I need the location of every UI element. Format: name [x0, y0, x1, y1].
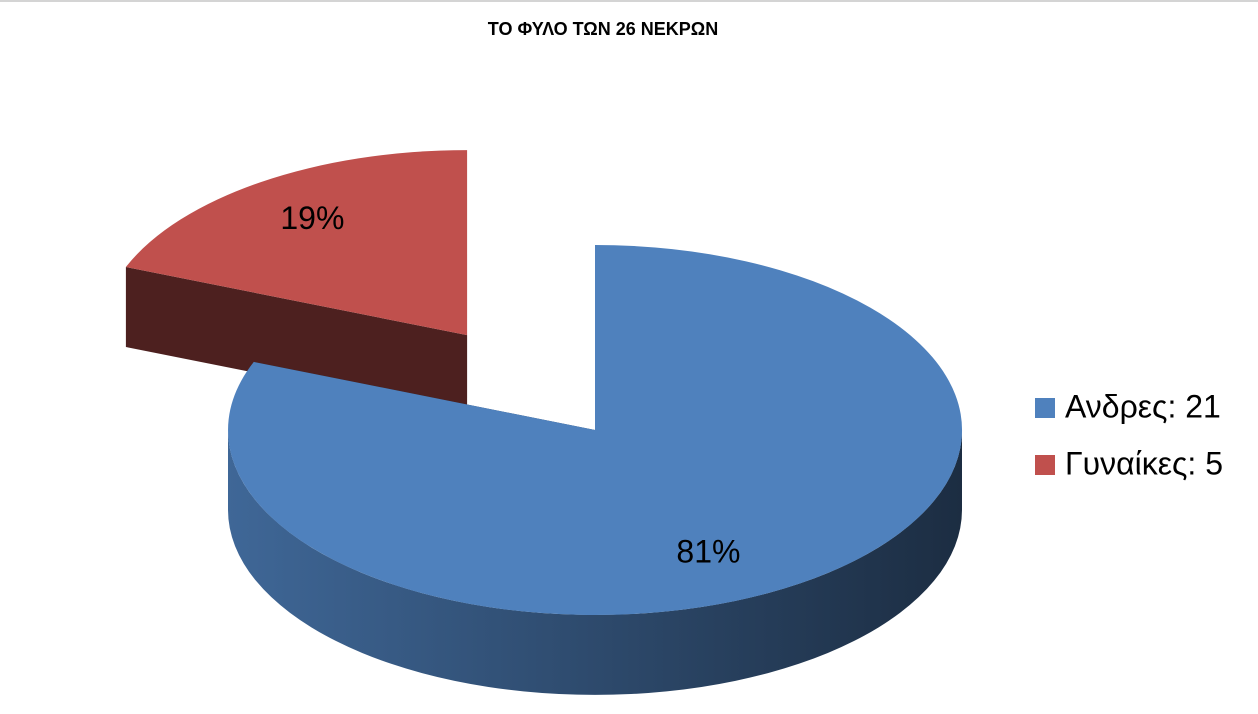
data-label: 81%	[676, 534, 740, 570]
legend-label: Γυναίκες: 5	[1065, 445, 1223, 481]
slice-group	[228, 245, 963, 695]
legend-label: Ανδρες: 21	[1065, 388, 1221, 424]
data-label: 19%	[280, 200, 344, 236]
legend-swatch	[1035, 455, 1055, 475]
legend-swatch	[1035, 398, 1055, 418]
pie-slice	[125, 150, 468, 336]
slice-side	[228, 430, 962, 695]
slice-radial-face	[125, 267, 468, 416]
pie-slice	[228, 245, 963, 615]
slice-group	[125, 150, 468, 416]
chart-title: ΤΟ ΦΥΛΟ ΤΩΝ 26 ΝΕΚΡΩΝ	[488, 19, 718, 39]
